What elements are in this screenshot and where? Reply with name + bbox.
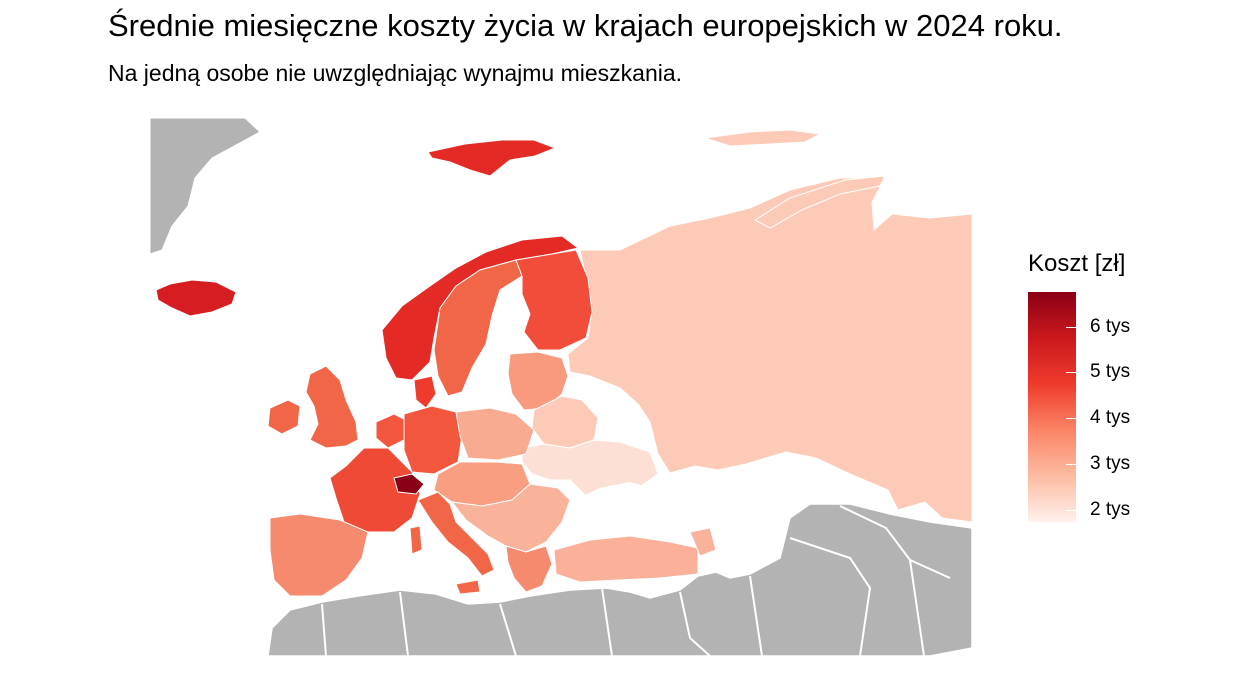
legend-tick-label: 6 tys	[1090, 316, 1131, 337]
region-iberia[interactable]	[269, 513, 369, 597]
legend-title: Koszt [zł]	[1028, 250, 1126, 277]
region-north-africa	[267, 503, 972, 656]
legend: Koszt [zł] 6 tys 5 tys 4 tys 3 tys 2 tys	[1028, 250, 1228, 540]
no-data-borders	[321, 505, 951, 656]
legend-tick-label: 4 tys	[1090, 407, 1131, 428]
region-caucasus[interactable]	[689, 527, 717, 557]
region-benelux[interactable]	[375, 413, 407, 449]
region-ireland[interactable]	[267, 399, 301, 435]
region-france[interactable]	[329, 447, 421, 533]
region-sweden[interactable]	[433, 259, 523, 397]
europe-map	[150, 118, 972, 656]
region-sicily[interactable]	[455, 579, 481, 595]
region-switzerland[interactable]	[393, 473, 425, 495]
region-iceland[interactable]	[155, 279, 237, 317]
region-italy[interactable]	[417, 491, 495, 577]
map-title: Średnie miesięczne koszty życia w krajac…	[108, 8, 1063, 43]
legend-tick	[1066, 372, 1076, 373]
region-greenland	[150, 118, 261, 255]
region-turkey[interactable]	[553, 535, 699, 583]
black-sea	[570, 482, 670, 530]
legend-tick	[1066, 510, 1076, 511]
legend-tick-label: 2 tys	[1090, 499, 1131, 520]
legend-tick	[1066, 327, 1076, 328]
region-denmark[interactable]	[413, 375, 437, 409]
region-svalbard[interactable]	[427, 139, 557, 177]
region-finland[interactable]	[515, 249, 593, 351]
legend-tick	[1066, 464, 1076, 465]
region-russia[interactable]	[567, 177, 972, 523]
region-balkans[interactable]	[450, 483, 571, 553]
region-germany[interactable]	[403, 405, 463, 475]
legend-colorbar	[1028, 292, 1076, 522]
region-greece[interactable]	[505, 545, 553, 593]
region-arctic-islands[interactable]	[704, 129, 822, 147]
region-uk[interactable]	[305, 365, 359, 449]
legend-tick-label: 5 tys	[1090, 361, 1131, 382]
region-sardinia[interactable]	[409, 525, 423, 555]
caspian-sea	[728, 474, 772, 566]
region-poland[interactable]	[455, 407, 535, 461]
legend-tick-label: 3 tys	[1090, 453, 1131, 474]
legend-tick	[1066, 418, 1076, 419]
map-subtitle: Na jedną osobe nie uwzględniając wynajmu…	[108, 60, 683, 86]
region-novaya-zemlya[interactable]	[754, 175, 886, 229]
